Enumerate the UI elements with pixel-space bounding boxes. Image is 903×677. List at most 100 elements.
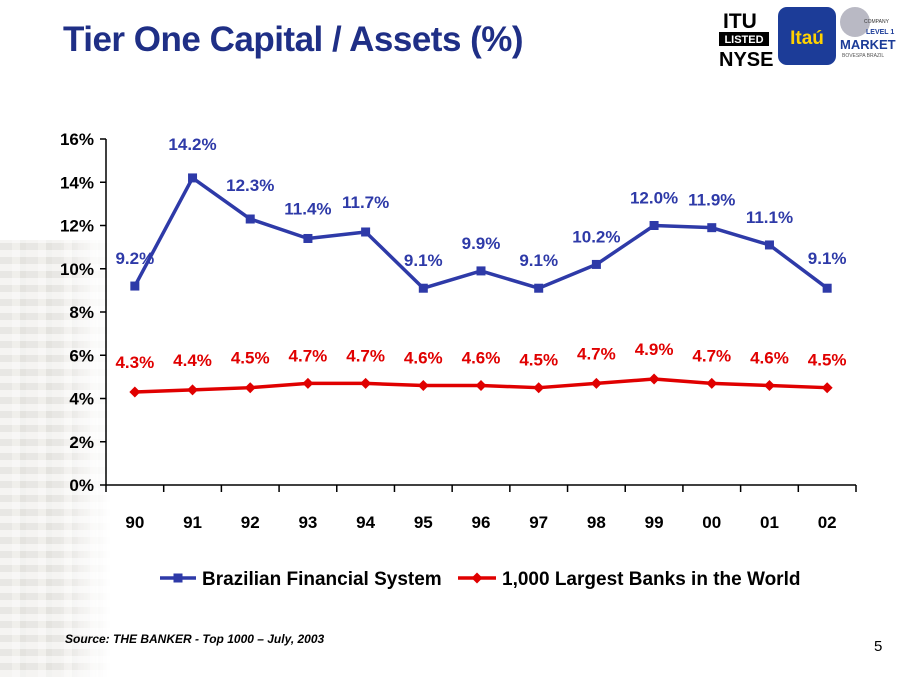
y-tick-label: 16% (60, 130, 94, 149)
data-point-marker (130, 281, 140, 291)
y-tick-label: 8% (69, 303, 94, 322)
data-label: 4.9% (635, 340, 674, 359)
data-point-marker (706, 377, 718, 389)
data-label: 9.9% (462, 234, 501, 253)
level1-text: LEVEL 1 (866, 29, 894, 36)
data-point-marker (763, 380, 775, 392)
itau-logo: Itaú (778, 7, 836, 65)
x-tick-label: 02 (818, 513, 837, 532)
series-layer: 9.2% 14.2% 12.3% 11.4% 11.7% 9.1% 9.9% 9.1% 10.2… (115, 135, 847, 398)
legend-label: Brazilian Financial System (202, 569, 442, 590)
x-tick-label: 99 (645, 513, 664, 532)
data-point-marker (764, 240, 774, 250)
data-label: 12.0% (630, 189, 678, 208)
data-label: 14.2% (168, 135, 216, 154)
company-text: COMPANY (864, 19, 890, 25)
itu-text: ITU (723, 10, 757, 33)
legend-entry-largest-banks-world: 1,000 Largest Banks in the World (458, 569, 800, 590)
series-brazilian-financial-system: 9.2% 14.2% 12.3% 11.4% 11.7% 9.1% 9.9% 9.1% 10.2… (115, 135, 847, 293)
x-tick-label: 90 (125, 513, 144, 532)
x-tick-label: 95 (414, 513, 433, 532)
legend-swatch-marker (173, 573, 183, 583)
series-largest-banks-world: 4.3% 4.4% 4.5% 4.7% 4.7% 4.6% 4.6% 4.5% 4.7% 4.9%… (115, 340, 847, 398)
x-tick-label: 94 (356, 513, 375, 532)
y-tick-label: 0% (69, 476, 94, 495)
data-label: 4.7% (346, 346, 385, 365)
data-label: 4.6% (462, 349, 501, 368)
data-label: 4.6% (404, 349, 443, 368)
data-label: 9.2% (115, 249, 154, 268)
data-label: 4.5% (231, 349, 270, 368)
data-point-marker (591, 259, 601, 269)
market-text: MARKET (840, 37, 896, 52)
data-label: 11.1% (746, 208, 793, 227)
x-tick-label: 96 (472, 513, 491, 532)
data-point-marker (476, 266, 486, 276)
level1-market-logo: COMPANY LEVEL 1 MARKET BOVESPA BRAZIL (840, 7, 896, 59)
data-label: 9.1% (808, 249, 847, 268)
data-point-marker (590, 377, 602, 389)
itu-nyse-logo: ITU LISTED NYSE (719, 10, 773, 71)
x-tick-label: 00 (702, 513, 721, 532)
data-label: 4.7% (577, 344, 616, 363)
data-point-marker (822, 283, 832, 293)
x-tick-label: 93 (298, 513, 317, 532)
data-point-marker (129, 386, 141, 398)
data-label: 11.9% (688, 191, 735, 210)
data-label: 10.2% (572, 227, 620, 246)
data-point-marker (245, 214, 255, 224)
listed-text: LISTED (724, 34, 763, 46)
y-tick-label: 10% (60, 260, 94, 279)
data-point-marker (188, 173, 198, 183)
bovespa-text: BOVESPA BRAZIL (842, 53, 884, 59)
data-point-marker (533, 382, 545, 394)
data-label: 9.1% (519, 251, 558, 270)
data-point-marker (244, 382, 256, 394)
data-point-marker (648, 373, 660, 385)
x-tick-label: 98 (587, 513, 606, 532)
data-point-marker (361, 227, 371, 237)
legend-swatch-marker (471, 572, 483, 584)
data-label: 11.7% (342, 193, 389, 212)
data-point-marker (534, 283, 544, 293)
x-tick-label: 97 (529, 513, 548, 532)
data-point-marker (417, 380, 429, 392)
y-axis: 0% 2% 4% 6% 8% 10% 12% 14% 16% (60, 130, 107, 495)
page-title: Tier One Capital / Assets (%) (63, 20, 524, 59)
data-label: 4.5% (519, 351, 558, 370)
x-tick-label: 92 (241, 513, 260, 532)
y-tick-label: 6% (69, 346, 94, 365)
data-point-marker (707, 223, 717, 233)
data-point-marker (821, 382, 833, 394)
data-label: 4.5% (808, 351, 847, 370)
data-label: 11.4% (284, 199, 331, 218)
y-tick-label: 4% (69, 390, 94, 409)
logos: ITU LISTED NYSE Itaú COMPANY LEVEL 1 MAR… (719, 7, 896, 71)
data-point-marker (360, 377, 372, 389)
nyse-text: NYSE (719, 49, 773, 71)
page-number: 5 (874, 638, 883, 655)
data-point-marker (302, 377, 314, 389)
data-point-marker (475, 380, 487, 392)
legend-entry-brazilian-financial-system: Brazilian Financial System (160, 569, 442, 590)
data-label: 4.3% (115, 353, 154, 372)
data-point-marker (187, 384, 199, 396)
building-photo-background (0, 240, 110, 677)
legend: Brazilian Financial System 1,000 Largest … (160, 569, 800, 590)
x-axis: 90 91 92 93 94 95 96 97 98 99 00 01 02 (105, 484, 857, 532)
data-point-marker (418, 283, 428, 293)
data-label: 4.4% (173, 351, 212, 370)
data-label: 4.7% (289, 346, 328, 365)
x-tick-label: 01 (760, 513, 779, 532)
data-label: 4.7% (692, 346, 731, 365)
x-tick-label: 91 (183, 513, 202, 532)
data-label: 12.3% (226, 176, 274, 195)
source-note: Source: THE BANKER - Top 1000 – July, 20… (65, 632, 325, 646)
legend-label: 1,000 Largest Banks in the World (502, 569, 800, 590)
data-point-marker (303, 233, 313, 243)
y-tick-label: 14% (60, 173, 94, 192)
data-label: 4.6% (750, 349, 789, 368)
y-tick-label: 2% (69, 433, 94, 452)
data-point-marker (649, 221, 659, 230)
